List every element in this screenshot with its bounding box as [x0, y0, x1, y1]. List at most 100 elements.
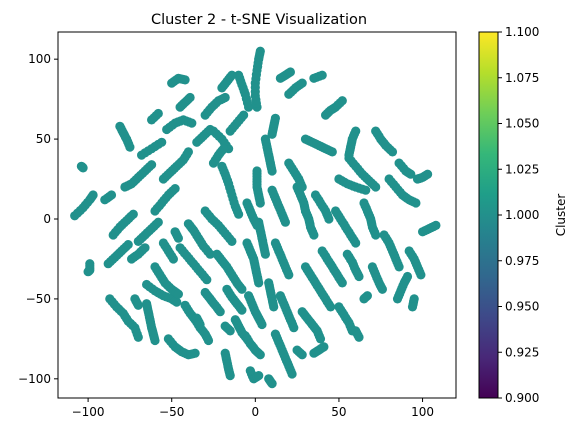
- colorbar-tick-label: 1.050: [505, 117, 539, 131]
- data-point-268: [225, 371, 235, 381]
- data-point-62: [83, 267, 93, 277]
- data-point-864: [106, 190, 117, 200]
- data-point-157: [190, 348, 200, 358]
- data-point-320: [260, 249, 270, 259]
- data-point-586: [344, 150, 354, 160]
- data-point-248: [237, 305, 247, 315]
- data-point-510: [324, 214, 334, 224]
- data-point-173: [203, 335, 214, 346]
- data-point-771: [140, 243, 150, 253]
- colorbar-tick-label: 1.025: [505, 162, 539, 176]
- data-point-441: [315, 334, 326, 344]
- colorbar-tick-label: 0.950: [505, 300, 539, 314]
- data-point-477: [337, 278, 347, 288]
- data-point-714: [407, 302, 418, 312]
- y-axis: −100 −50 0 50 100: [18, 52, 58, 386]
- y-tick-label: −100: [18, 372, 51, 386]
- data-point-376: [280, 217, 290, 227]
- data-point-804: [170, 184, 180, 194]
- data-point-144: [150, 335, 160, 346]
- colorbar-tick-label: 1.100: [505, 25, 539, 39]
- data-point-619: [371, 230, 381, 240]
- x-tick-label: −100: [72, 405, 105, 419]
- x-tick-label: −50: [159, 405, 184, 419]
- colorbar-tick-label: 0.925: [505, 345, 539, 359]
- data-point-31: [255, 46, 265, 56]
- data-point-596: [337, 96, 347, 106]
- data-point-343: [255, 198, 265, 208]
- data-point-901: [267, 379, 277, 389]
- data-point-754: [123, 240, 133, 250]
- data-point-412: [289, 323, 299, 333]
- colorbar-tick-label: 1.000: [505, 208, 539, 222]
- y-tick-label: −50: [26, 292, 51, 306]
- y-tick-label: 50: [36, 132, 51, 146]
- data-point-811: [180, 75, 190, 85]
- data-point-540: [297, 182, 307, 192]
- data-point-917: [354, 332, 364, 342]
- data-point-563: [361, 185, 371, 195]
- data-point-307: [254, 278, 264, 288]
- data-point-15: [217, 161, 227, 171]
- x-tick-label: 0: [252, 405, 260, 419]
- data-point-330: [252, 220, 262, 230]
- data-point-655: [411, 198, 421, 208]
- data-point-706: [406, 169, 416, 179]
- data-point-183: [215, 307, 225, 317]
- data-point-606: [354, 271, 364, 282]
- data-point-675: [416, 270, 426, 280]
- data-point-553: [327, 147, 337, 157]
- colorbar-tick-label: 0.900: [505, 391, 539, 405]
- data-point-784: [183, 147, 193, 157]
- data-point-76: [78, 163, 88, 173]
- data-point-520: [309, 230, 319, 240]
- data-point-886: [133, 300, 143, 310]
- data-point-222: [227, 236, 237, 246]
- data-point-689: [423, 169, 433, 179]
- data-point-821: [220, 92, 230, 103]
- data-point-291: [257, 319, 267, 330]
- data-point-196: [202, 275, 212, 285]
- data-point-909: [297, 350, 307, 360]
- data-point-448: [319, 342, 329, 352]
- colorbar-label: Cluster: [554, 194, 568, 237]
- data-point-764: [153, 217, 163, 227]
- data-point-897: [225, 326, 235, 336]
- data-point-682: [431, 220, 441, 230]
- data-point-828: [205, 124, 215, 135]
- x-tick-label: 50: [331, 405, 346, 419]
- data-point-55: [254, 371, 264, 381]
- data-point-500: [351, 238, 361, 248]
- data-point-860: [285, 67, 295, 77]
- data-point-665: [402, 271, 413, 282]
- data-point-363: [267, 129, 277, 139]
- colorbar-tick-label: 1.075: [505, 71, 539, 85]
- colorbar-axis: 0.900 0.925 0.950 0.975 1.000 1.025 1.050 1.075…: [498, 25, 539, 405]
- data-point-356: [267, 166, 277, 176]
- x-axis: −100 −50 0 50 100: [72, 398, 434, 419]
- data-point-699: [387, 147, 398, 157]
- data-point-115: [172, 297, 182, 307]
- data-point-878: [227, 70, 237, 80]
- plot-frame: [57, 31, 457, 399]
- data-point-41: [234, 70, 244, 80]
- data-point-905: [173, 233, 183, 243]
- data-point-734: [147, 160, 157, 170]
- data-point-882: [195, 319, 205, 330]
- data-point-849: [297, 78, 307, 88]
- data-point-428: [287, 369, 297, 379]
- data-point-710: [359, 294, 369, 304]
- colorbar-tick-label: 0.975: [505, 254, 539, 268]
- data-point-86: [125, 142, 135, 152]
- data-point-744: [128, 209, 138, 219]
- data-point-835: [219, 144, 229, 154]
- data-point-853: [317, 70, 327, 80]
- data-point-842: [239, 110, 249, 120]
- chart-title: Cluster 2 - t-SNE Visualization: [151, 12, 367, 28]
- data-point-464: [326, 302, 336, 312]
- scatter-points: [70, 46, 441, 389]
- data-point-72: [88, 190, 98, 200]
- data-point-629: [377, 284, 387, 294]
